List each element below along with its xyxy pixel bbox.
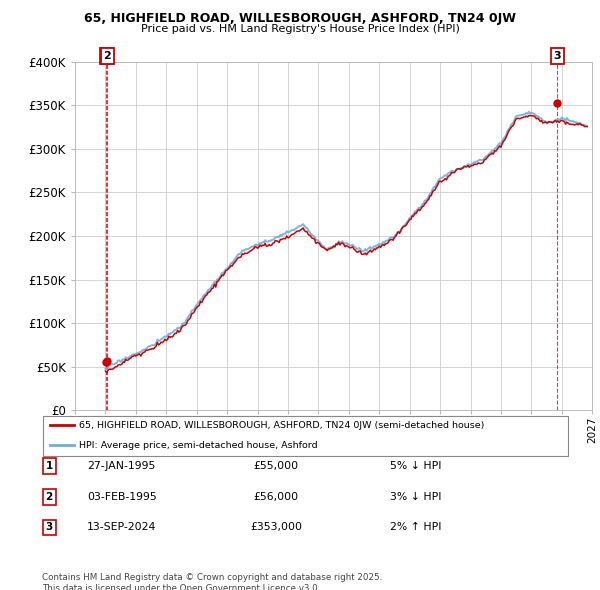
Text: 2: 2 bbox=[46, 492, 53, 502]
Text: £55,000: £55,000 bbox=[253, 461, 299, 471]
Text: Price paid vs. HM Land Registry's House Price Index (HPI): Price paid vs. HM Land Registry's House … bbox=[140, 24, 460, 34]
Text: 1: 1 bbox=[46, 461, 53, 471]
Text: 3% ↓ HPI: 3% ↓ HPI bbox=[390, 492, 442, 502]
Text: 2% ↑ HPI: 2% ↑ HPI bbox=[390, 523, 442, 532]
Text: £56,000: £56,000 bbox=[253, 492, 299, 502]
Text: 5% ↓ HPI: 5% ↓ HPI bbox=[390, 461, 442, 471]
Text: This data is licensed under the Open Government Licence v3.0.: This data is licensed under the Open Gov… bbox=[42, 584, 320, 590]
Text: £353,000: £353,000 bbox=[250, 523, 302, 532]
Text: 1: 1 bbox=[103, 51, 110, 61]
Text: 3: 3 bbox=[554, 51, 561, 61]
Text: 03-FEB-1995: 03-FEB-1995 bbox=[87, 492, 157, 502]
Text: 65, HIGHFIELD ROAD, WILLESBOROUGH, ASHFORD, TN24 0JW: 65, HIGHFIELD ROAD, WILLESBOROUGH, ASHFO… bbox=[84, 12, 516, 25]
Text: 13-SEP-2024: 13-SEP-2024 bbox=[87, 523, 157, 532]
Text: 2: 2 bbox=[103, 51, 111, 61]
Text: HPI: Average price, semi-detached house, Ashford: HPI: Average price, semi-detached house,… bbox=[79, 441, 317, 450]
Text: Contains HM Land Registry data © Crown copyright and database right 2025.: Contains HM Land Registry data © Crown c… bbox=[42, 573, 382, 582]
Text: 27-JAN-1995: 27-JAN-1995 bbox=[87, 461, 155, 471]
Text: 65, HIGHFIELD ROAD, WILLESBOROUGH, ASHFORD, TN24 0JW (semi-detached house): 65, HIGHFIELD ROAD, WILLESBOROUGH, ASHFO… bbox=[79, 421, 484, 430]
Text: 3: 3 bbox=[46, 523, 53, 532]
